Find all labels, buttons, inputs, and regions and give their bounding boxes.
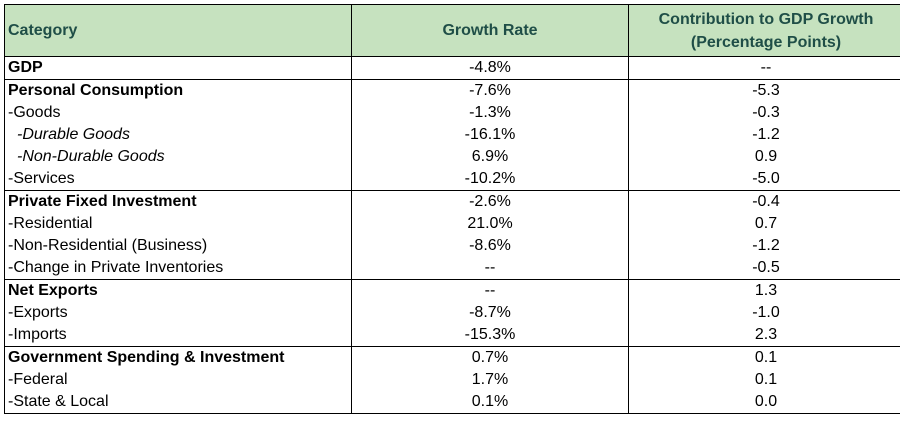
growth-rate-cell: -15.3% [351, 324, 629, 347]
category-cell: -Durable Goods [4, 124, 352, 146]
table-row: -Change in Private Inventories -- -0.5 [4, 257, 900, 280]
category-cell: -Non-Residential (Business) [4, 235, 352, 257]
gdp-table-container: Category Growth Rate Contribution to GDP… [4, 4, 900, 414]
contribution-cell: -0.4 [628, 190, 900, 213]
category-cell: -State & Local [4, 391, 352, 414]
growth-rate-cell: -- [351, 257, 629, 280]
growth-rate-cell: 6.9% [351, 146, 629, 168]
table-row: Personal Consumption -7.6% -5.3 [4, 79, 900, 102]
contribution-cell: 1.3 [628, 279, 900, 302]
growth-rate-cell: -7.6% [351, 79, 629, 102]
growth-rate-cell: 1.7% [351, 369, 629, 391]
table-row: -State & Local 0.1% 0.0 [4, 391, 900, 414]
table-row: Government Spending & Investment 0.7% 0.1 [4, 346, 900, 369]
growth-rate-cell: -16.1% [351, 124, 629, 146]
contribution-cell: -0.5 [628, 257, 900, 280]
contribution-cell: -5.3 [628, 79, 900, 102]
table-row: GDP -4.8% -- [4, 56, 900, 80]
table-row: -Non-Durable Goods 6.9% 0.9 [4, 146, 900, 168]
growth-rate-cell: -8.7% [351, 302, 629, 324]
contribution-cell: -1.0 [628, 302, 900, 324]
growth-rate-cell: -8.6% [351, 235, 629, 257]
table-row: Net Exports -- 1.3 [4, 279, 900, 302]
category-cell: -Goods [4, 102, 352, 124]
category-cell: -Residential [4, 213, 352, 235]
category-cell: GDP [4, 56, 352, 80]
category-cell: -Federal [4, 369, 352, 391]
category-cell: Personal Consumption [4, 79, 352, 102]
contribution-cell: -1.2 [628, 124, 900, 146]
category-cell: -Imports [4, 324, 352, 347]
table-row: -Imports -15.3% 2.3 [4, 324, 900, 347]
table-row: -Durable Goods -16.1% -1.2 [4, 124, 900, 146]
growth-rate-cell: 0.7% [351, 346, 629, 369]
category-cell: -Change in Private Inventories [4, 257, 352, 280]
table-row: -Residential 21.0% 0.7 [4, 213, 900, 235]
growth-rate-cell: -1.3% [351, 102, 629, 124]
contribution-cell: -1.2 [628, 235, 900, 257]
category-cell: Government Spending & Investment [4, 346, 352, 369]
contribution-cell: 0.0 [628, 391, 900, 414]
contribution-cell: 0.1 [628, 346, 900, 369]
contribution-cell: 0.9 [628, 146, 900, 168]
table-row: -Non-Residential (Business) -8.6% -1.2 [4, 235, 900, 257]
category-cell: Private Fixed Investment [4, 190, 352, 213]
table-row: -Services -10.2% -5.0 [4, 168, 900, 191]
gdp-components-table: Category Growth Rate Contribution to GDP… [4, 4, 900, 414]
table-row: -Exports -8.7% -1.0 [4, 302, 900, 324]
category-cell: -Services [4, 168, 352, 191]
contribution-cell: 0.7 [628, 213, 900, 235]
category-cell: -Non-Durable Goods [4, 146, 352, 168]
header-growth-rate: Growth Rate [351, 4, 629, 57]
header-contribution: Contribution to GDP Growth (Percentage P… [628, 4, 900, 57]
category-cell: Net Exports [4, 279, 352, 302]
header-row: Category Growth Rate Contribution to GDP… [4, 4, 900, 57]
table-row: -Goods -1.3% -0.3 [4, 102, 900, 124]
contribution-cell: 2.3 [628, 324, 900, 347]
growth-rate-cell: -2.6% [351, 190, 629, 213]
growth-rate-cell: 0.1% [351, 391, 629, 414]
growth-rate-cell: -- [351, 279, 629, 302]
growth-rate-cell: 21.0% [351, 213, 629, 235]
growth-rate-cell: -4.8% [351, 56, 629, 80]
category-cell: -Exports [4, 302, 352, 324]
contribution-cell: 0.1 [628, 369, 900, 391]
contribution-cell: -- [628, 56, 900, 80]
contribution-cell: -0.3 [628, 102, 900, 124]
header-category: Category [4, 4, 352, 57]
table-row: -Federal 1.7% 0.1 [4, 369, 900, 391]
table-body: GDP -4.8% -- Personal Consumption -7.6% -5.3-… [4, 56, 900, 414]
contribution-cell: -5.0 [628, 168, 900, 191]
table-row: Private Fixed Investment -2.6% -0.4 [4, 190, 900, 213]
growth-rate-cell: -10.2% [351, 168, 629, 191]
